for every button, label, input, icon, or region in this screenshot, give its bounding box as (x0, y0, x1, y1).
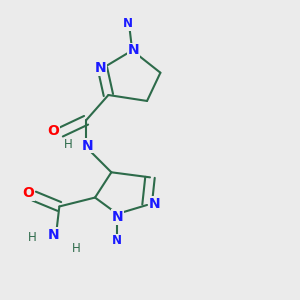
Text: H: H (28, 231, 37, 244)
Text: N: N (82, 139, 93, 152)
Text: O: O (47, 124, 59, 138)
Text: H: H (72, 242, 81, 255)
Text: O: O (22, 186, 34, 200)
Text: N: N (95, 61, 107, 75)
Text: N: N (112, 210, 123, 224)
Text: N: N (148, 196, 160, 211)
Text: N: N (123, 17, 133, 30)
Text: N: N (48, 228, 59, 242)
Text: N: N (112, 234, 122, 247)
Text: H: H (64, 138, 73, 151)
Text: N: N (128, 44, 140, 57)
